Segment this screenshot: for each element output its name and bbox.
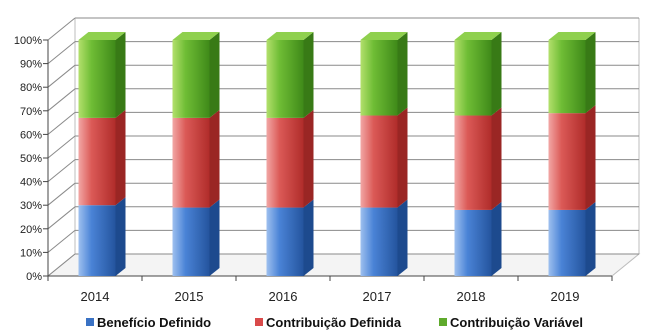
y-tick-label: 60% (20, 129, 42, 141)
segment-contribuicao-variavel (78, 40, 116, 118)
y-tick-label: 40% (20, 177, 42, 189)
gridline-side (47, 88, 76, 112)
segment-contribuicao-variavel-top (266, 32, 314, 40)
gridline-side (47, 64, 76, 88)
legend-swatch (255, 318, 263, 326)
segment-contribuicao-variavel (548, 40, 586, 114)
x-tick-label: 2015 (175, 289, 204, 304)
segment-beneficio-definido-side (397, 199, 408, 276)
legend-label: Contribuição Definida (266, 315, 402, 330)
segment-contribuicao-definida-side (209, 109, 220, 208)
legend-label: Contribuição Variável (450, 315, 583, 330)
segment-contribuicao-definida (454, 115, 492, 210)
segment-beneficio-definido (78, 205, 116, 276)
gridline-side (47, 135, 76, 159)
axis-labels: 0% 10% 20% 30% 40% 50% 60% 70% 80% 90% 100% 2014 201… (14, 35, 580, 304)
gridline-side (47, 253, 76, 277)
segment-beneficio-definido-side (491, 201, 502, 276)
segment-contribuicao-variavel-top (548, 32, 596, 40)
segment-contribuicao-variavel-side (303, 32, 314, 118)
segment-contribuicao-variavel-top (78, 32, 126, 40)
segment-beneficio-definido (454, 209, 492, 276)
segment-beneficio-definido (360, 207, 398, 276)
segment-contribuicao-variavel-top (360, 32, 408, 40)
segment-contribuicao-variavel (266, 40, 304, 118)
gridline-side (47, 159, 76, 182)
gridline-side (47, 41, 76, 64)
segment-contribuicao-variavel-top (454, 32, 502, 40)
segment-contribuicao-variavel-side (209, 32, 220, 118)
segment-contribuicao-variavel-side (115, 32, 126, 118)
legend: Benefício Definido Contribuição Definida C… (86, 315, 583, 330)
axes (43, 39, 613, 281)
x-tick-label: 2014 (81, 289, 110, 304)
legend-swatch (439, 318, 447, 326)
segment-beneficio-definido-side (585, 201, 596, 276)
y-tick-label: 100% (14, 35, 42, 47)
segment-beneficio-definido (548, 209, 586, 276)
gridline-side (47, 182, 76, 206)
segment-contribuicao-definida-side (397, 107, 408, 208)
y-tick-label: 50% (20, 153, 42, 165)
gridline-side (47, 230, 76, 253)
legend-item: Contribuição Definida (255, 315, 402, 330)
y-tick-label: 80% (20, 82, 42, 94)
segment-contribuicao-definida-side (303, 109, 314, 208)
segment-contribuicao-definida-side (491, 107, 502, 210)
x-tick-label: 2016 (269, 289, 298, 304)
segment-contribuicao-variavel-top (172, 32, 220, 40)
segment-contribuicao-variavel (172, 40, 210, 118)
gridline-side (47, 112, 76, 135)
segment-contribuicao-definida (548, 113, 586, 210)
x-tick-label: 2019 (551, 289, 580, 304)
segment-contribuicao-variavel-side (397, 32, 408, 116)
y-tick-label: 90% (20, 59, 42, 71)
segment-contribuicao-definida (266, 117, 304, 208)
y-tick-label: 30% (20, 200, 42, 212)
y-tick-label: 20% (20, 224, 42, 236)
segment-contribuicao-definida (172, 117, 210, 208)
segment-contribuicao-definida-side (115, 109, 126, 206)
legend-swatch (86, 318, 94, 326)
segment-contribuicao-definida (78, 117, 116, 206)
segment-contribuicao-variavel (454, 40, 492, 116)
legend-item: Benefício Definido (86, 315, 211, 330)
segment-beneficio-definido-side (115, 197, 126, 276)
segment-beneficio-definido (266, 207, 304, 276)
segment-contribuicao-definida (360, 115, 398, 208)
legend-item: Contribuição Variável (439, 315, 583, 330)
y-tick-label: 0% (26, 271, 42, 283)
x-tick-label: 2017 (363, 289, 392, 304)
gridline-side (47, 206, 76, 230)
x-tick-label: 2018 (457, 289, 486, 304)
legend-label: Benefício Definido (97, 315, 211, 330)
segment-contribuicao-variavel (360, 40, 398, 116)
gridline-side (47, 17, 76, 41)
bars (78, 32, 596, 276)
y-tick-label: 10% (20, 247, 42, 259)
segment-beneficio-definido-side (209, 199, 220, 276)
y-tick-label: 70% (20, 106, 42, 118)
segment-contribuicao-variavel-side (491, 32, 502, 116)
segment-contribuicao-variavel-side (585, 32, 596, 114)
segment-beneficio-definido (172, 207, 210, 276)
segment-beneficio-definido-side (303, 199, 314, 276)
segment-contribuicao-definida-side (585, 105, 596, 210)
